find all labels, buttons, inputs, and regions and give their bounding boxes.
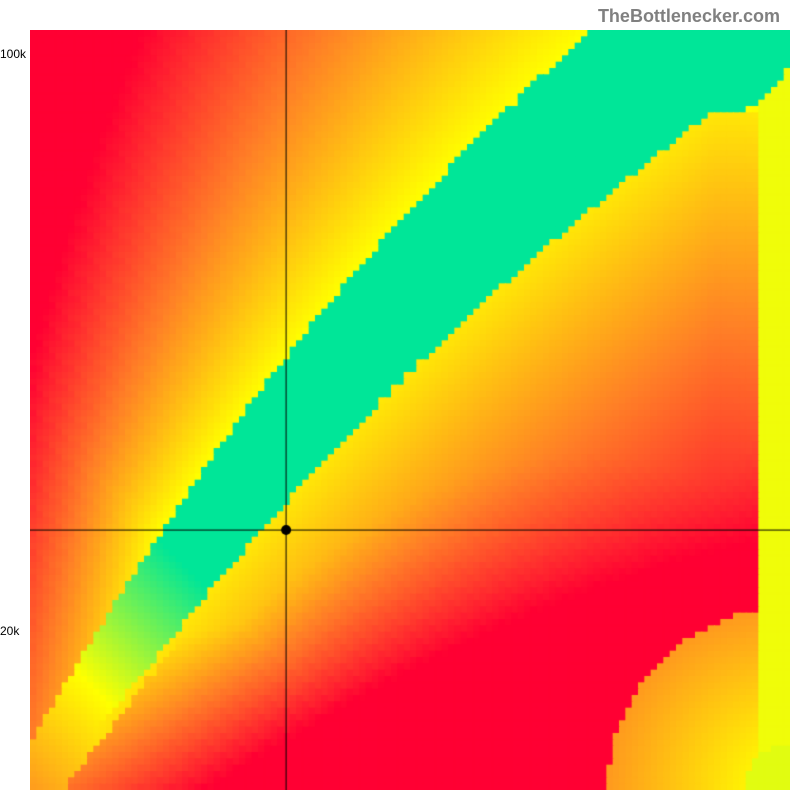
watermark-text: TheBottlenecker.com	[598, 6, 780, 27]
y-axis-tick-label: 20k	[0, 624, 19, 638]
chart-container: TheBottlenecker.com 100k 20k	[0, 0, 800, 800]
bottleneck-heatmap	[30, 30, 790, 790]
y-axis-tick-label: 100k	[0, 47, 26, 61]
